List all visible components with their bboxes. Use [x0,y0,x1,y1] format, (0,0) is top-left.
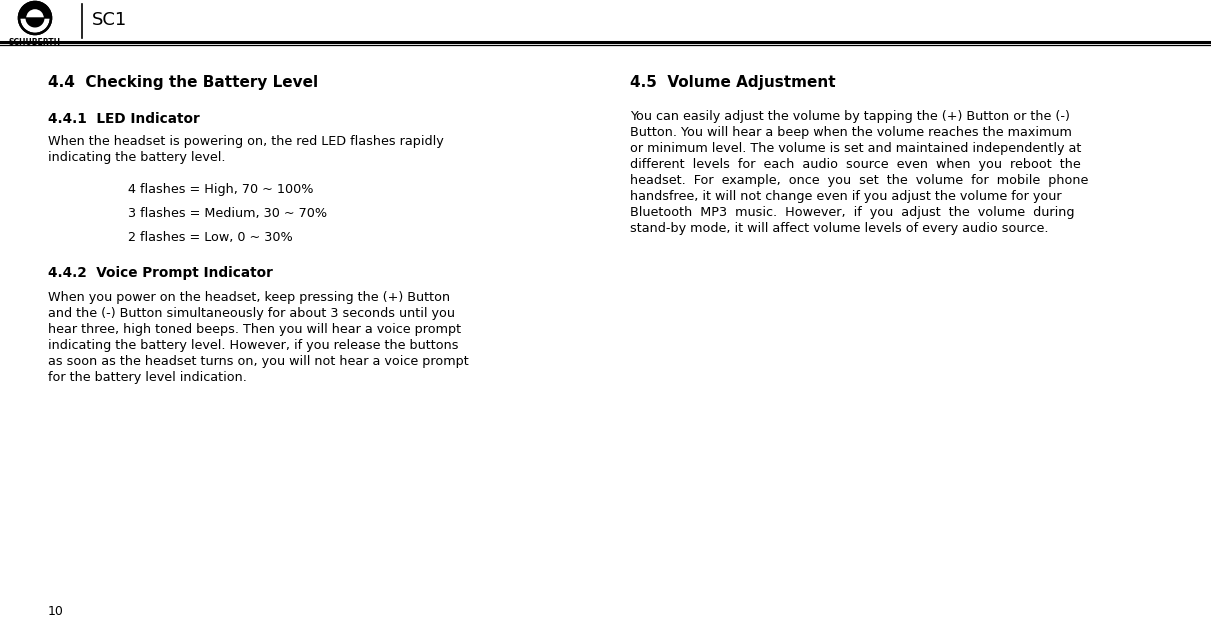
Text: headset.  For  example,  once  you  set  the  volume  for  mobile  phone: headset. For example, once you set the v… [630,174,1089,187]
Text: Bluetooth  MP3  music.  However,  if  you  adjust  the  volume  during: Bluetooth MP3 music. However, if you adj… [630,206,1074,219]
Text: 10: 10 [48,605,64,618]
Text: 4.5  Volume Adjustment: 4.5 Volume Adjustment [630,75,836,90]
Text: You can easily adjust the volume by tapping the (+) Button or the (-): You can easily adjust the volume by tapp… [630,110,1069,123]
Text: Button. You will hear a beep when the volume reaches the maximum: Button. You will hear a beep when the vo… [630,126,1072,139]
Text: stand-by mode, it will affect volume levels of every audio source.: stand-by mode, it will affect volume lev… [630,222,1049,235]
Text: SC1: SC1 [92,11,127,29]
Text: indicating the battery level. However, if you release the buttons: indicating the battery level. However, i… [48,339,459,352]
Polygon shape [27,18,44,27]
Text: different  levels  for  each  audio  source  even  when  you  reboot  the: different levels for each audio source e… [630,158,1080,171]
Circle shape [27,9,44,27]
Text: or minimum level. The volume is set and maintained independently at: or minimum level. The volume is set and … [630,142,1081,155]
Text: as soon as the headset turns on, you will not hear a voice prompt: as soon as the headset turns on, you wil… [48,355,469,368]
Text: hear three, high toned beeps. Then you will hear a voice prompt: hear three, high toned beeps. Then you w… [48,323,461,336]
Text: When you power on the headset, keep pressing the (+) Button: When you power on the headset, keep pres… [48,291,450,304]
Text: SCHUBERTH: SCHUBERTH [8,38,61,47]
Polygon shape [19,2,51,18]
Text: indicating the battery level.: indicating the battery level. [48,151,225,164]
Text: 4.4.2  Voice Prompt Indicator: 4.4.2 Voice Prompt Indicator [48,266,272,280]
Text: handsfree, it will not change even if you adjust the volume for your: handsfree, it will not change even if yo… [630,190,1062,203]
Text: 4 flashes = High, 70 ~ 100%: 4 flashes = High, 70 ~ 100% [128,183,314,196]
Text: 4.4  Checking the Battery Level: 4.4 Checking the Battery Level [48,75,318,90]
Text: 2 flashes = Low, 0 ~ 30%: 2 flashes = Low, 0 ~ 30% [128,231,293,244]
Text: 3 flashes = Medium, 30 ~ 70%: 3 flashes = Medium, 30 ~ 70% [128,207,327,220]
Text: When the headset is powering on, the red LED flashes rapidly: When the headset is powering on, the red… [48,135,443,148]
Text: for the battery level indication.: for the battery level indication. [48,371,247,384]
Text: and the (-) Button simultaneously for about 3 seconds until you: and the (-) Button simultaneously for ab… [48,307,455,320]
Text: 4.4.1  LED Indicator: 4.4.1 LED Indicator [48,112,200,126]
